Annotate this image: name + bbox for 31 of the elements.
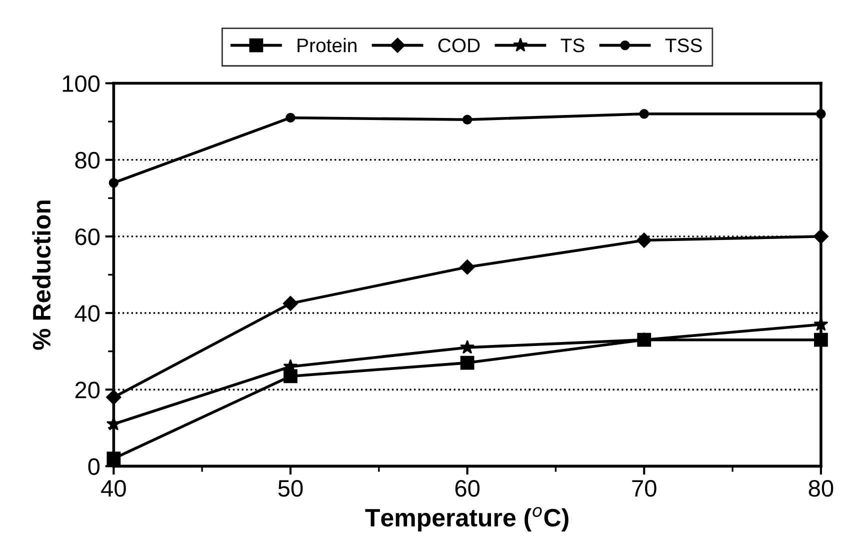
x-tick-label: 70 — [632, 480, 656, 497]
y-tick-label: 100 — [62, 75, 100, 92]
x-tick-label: 60 — [455, 480, 480, 497]
point — [106, 390, 122, 405]
point — [814, 332, 828, 347]
x-tick-label: 80 — [808, 480, 834, 497]
point — [282, 296, 298, 312]
point — [108, 178, 119, 188]
x-tick-label: 50 — [278, 480, 303, 497]
point — [462, 114, 472, 124]
point — [639, 109, 649, 119]
legend-label: TSS — [665, 38, 702, 52]
point — [286, 112, 296, 123]
point — [636, 232, 652, 248]
point — [460, 259, 475, 275]
y-tick-label: 80 — [75, 152, 100, 169]
legend-label: TS — [560, 38, 584, 52]
point — [813, 228, 829, 244]
y-tick-label: 0 — [88, 458, 100, 475]
point — [816, 109, 826, 119]
x-tick-label: 40 — [101, 480, 126, 497]
legend-label: COD — [438, 38, 480, 52]
y-tick-label: 40 — [74, 305, 100, 322]
x-axis-title: Temperature ($^{o}$C) — [365, 506, 568, 532]
y-axis-title: % Reduction — [32, 200, 51, 350]
y-tick-label: 20 — [75, 382, 100, 398]
legend-label: Protein — [298, 38, 356, 52]
point — [814, 316, 828, 331]
point — [460, 340, 475, 354]
point — [460, 356, 474, 370]
y-tick-label: 60 — [75, 228, 100, 246]
